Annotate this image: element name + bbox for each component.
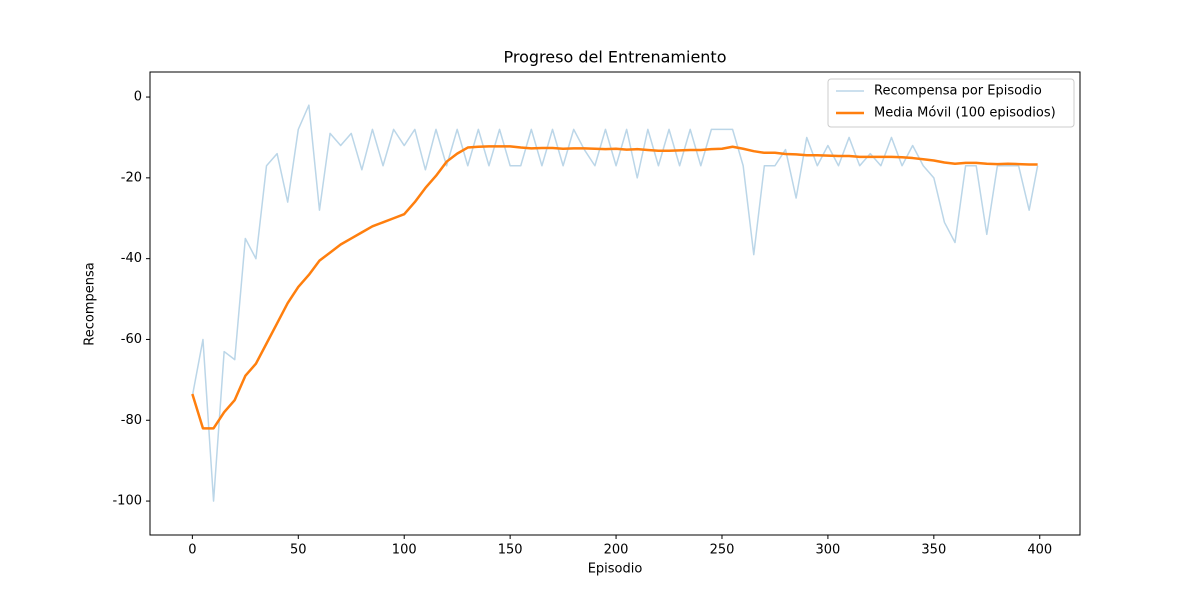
x-tick-label: 150: [498, 543, 523, 558]
y-tick-label: -100: [112, 494, 142, 509]
y-tick-label: 0: [134, 90, 142, 105]
series-line: [191, 145, 1038, 430]
legend-box: [827, 78, 1075, 128]
x-tick-label: 200: [604, 543, 629, 558]
y-axis-label: Recompensa: [83, 262, 98, 345]
y-tick-label: -20: [121, 170, 142, 185]
x-tick-label: 50: [290, 543, 307, 558]
x-tick-label: 350: [921, 543, 946, 558]
legend-label: Media Móvil (100 episodios): [874, 106, 1056, 121]
series-line: [191, 104, 1039, 502]
chart-title: Progreso del Entrenamiento: [504, 48, 727, 67]
y-tick-label: -60: [121, 332, 142, 347]
legend-label: Recompensa por Episodio: [874, 84, 1042, 99]
x-tick-label: 400: [1027, 543, 1052, 558]
x-tick-label: 250: [710, 543, 735, 558]
x-tick-label: 100: [392, 543, 417, 558]
x-tick-label: 0: [188, 543, 196, 558]
y-tick-label: -40: [121, 251, 142, 266]
x-axis-label: Episodio: [588, 562, 643, 577]
plot-frame: [149, 71, 1081, 536]
x-tick-label: 300: [815, 543, 840, 558]
y-tick-label: -80: [121, 413, 142, 428]
